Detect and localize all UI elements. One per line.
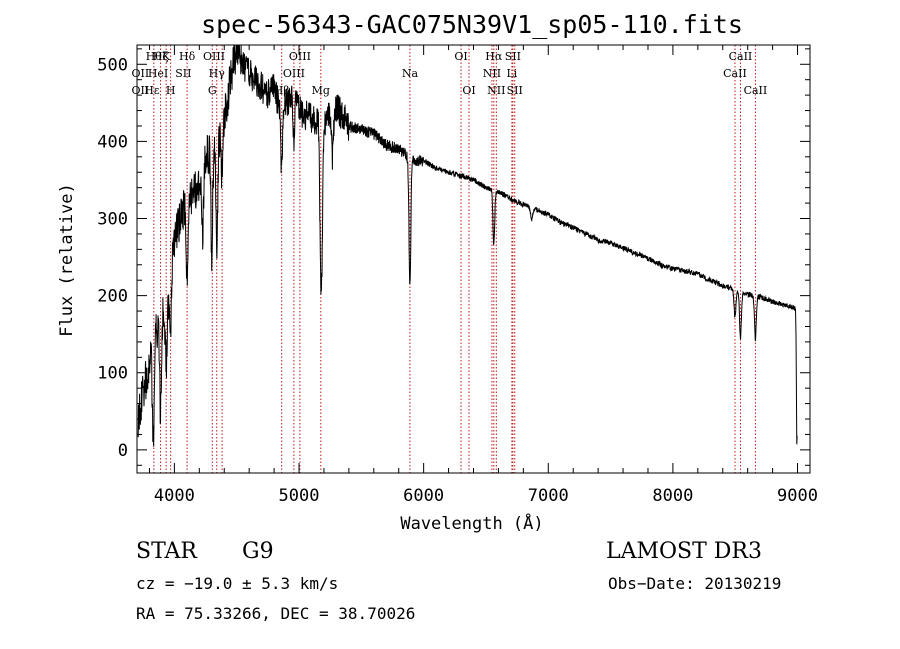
line-marker-label: NII [487, 84, 505, 97]
line-marker-label: OII [132, 67, 150, 80]
x-tick-label: 6000 [403, 486, 444, 506]
redshift-velocity: cz = −19.0 ± 5.3 km/s [136, 574, 339, 593]
line-marker-label: CaII [729, 50, 753, 63]
line-marker-label: SII [507, 84, 523, 97]
marker-lines [153, 45, 756, 473]
x-axis-label: Wavelength (Å) [400, 512, 543, 534]
line-marker-label: H [166, 84, 176, 97]
x-tick-label: 7000 [528, 486, 569, 506]
y-axis-label: Flux (relative) [57, 183, 77, 337]
line-marker-label: Hθ [146, 50, 163, 63]
y-tick-label: 400 [97, 132, 128, 152]
line-marker-label: OII [132, 84, 150, 97]
sky-coordinates: RA = 75.33266, DEC = 38.70026 [136, 604, 416, 623]
line-marker-label: CaII [723, 67, 747, 80]
x-tick-label: 8000 [652, 486, 693, 506]
spectral-subclass: G9 [242, 539, 274, 564]
line-marker-label: SII [505, 50, 521, 63]
y-tick-label: 300 [97, 210, 128, 230]
x-tick-label: 4000 [154, 486, 195, 506]
axis-ticks [137, 45, 810, 473]
line-marker-label: Na [402, 67, 419, 80]
survey-name: LAMOST DR3 [606, 539, 762, 564]
spectrum-chart: spec-56343-GAC075N39V1_sp05-110.fits HθH… [57, 10, 818, 534]
object-class: STAR [136, 539, 197, 564]
line-marker-label: Hζ [153, 50, 169, 63]
line-marker-label: OIII [283, 67, 305, 80]
y-tick-label: 200 [97, 287, 128, 307]
line-marker-label: Hε [144, 84, 160, 97]
y-tick-label: 500 [97, 55, 128, 75]
line-marker-label: NII [483, 67, 501, 80]
line-marker-label: CaII [744, 84, 768, 97]
line-marker-label: HeI [148, 67, 168, 80]
line-marker-label: Hγ [209, 67, 226, 80]
x-tick-label: 5000 [279, 486, 320, 506]
spectrum-line [137, 44, 798, 447]
line-marker-label: K [162, 50, 171, 63]
line-marker-label: G [208, 84, 217, 97]
line-marker-label: OIII [203, 50, 225, 63]
line-marker-label: OIII [289, 50, 311, 63]
observation-date: Obs−Date: 20130219 [608, 574, 782, 593]
line-marker-label: OI [462, 84, 475, 97]
line-marker-label: SII [175, 67, 191, 80]
line-marker-label: Hδ [179, 50, 196, 63]
chart-title: spec-56343-GAC075N39V1_sp05-110.fits [201, 10, 743, 39]
line-marker-label: OI [454, 50, 467, 63]
x-tick-label: 9000 [777, 486, 818, 506]
line-marker-label: Hα [485, 50, 503, 63]
x-tick-labels: 4000 5000 6000 7000 8000 9000 [154, 486, 818, 506]
line-marker-label: Li [506, 67, 517, 80]
line-marker-label: Mg [312, 84, 330, 97]
plot-frame [136, 44, 811, 474]
y-tick-labels: 0 100 200 300 400 500 [97, 55, 128, 461]
y-tick-label: 100 [97, 364, 128, 384]
y-tick-label: 0 [118, 441, 128, 461]
